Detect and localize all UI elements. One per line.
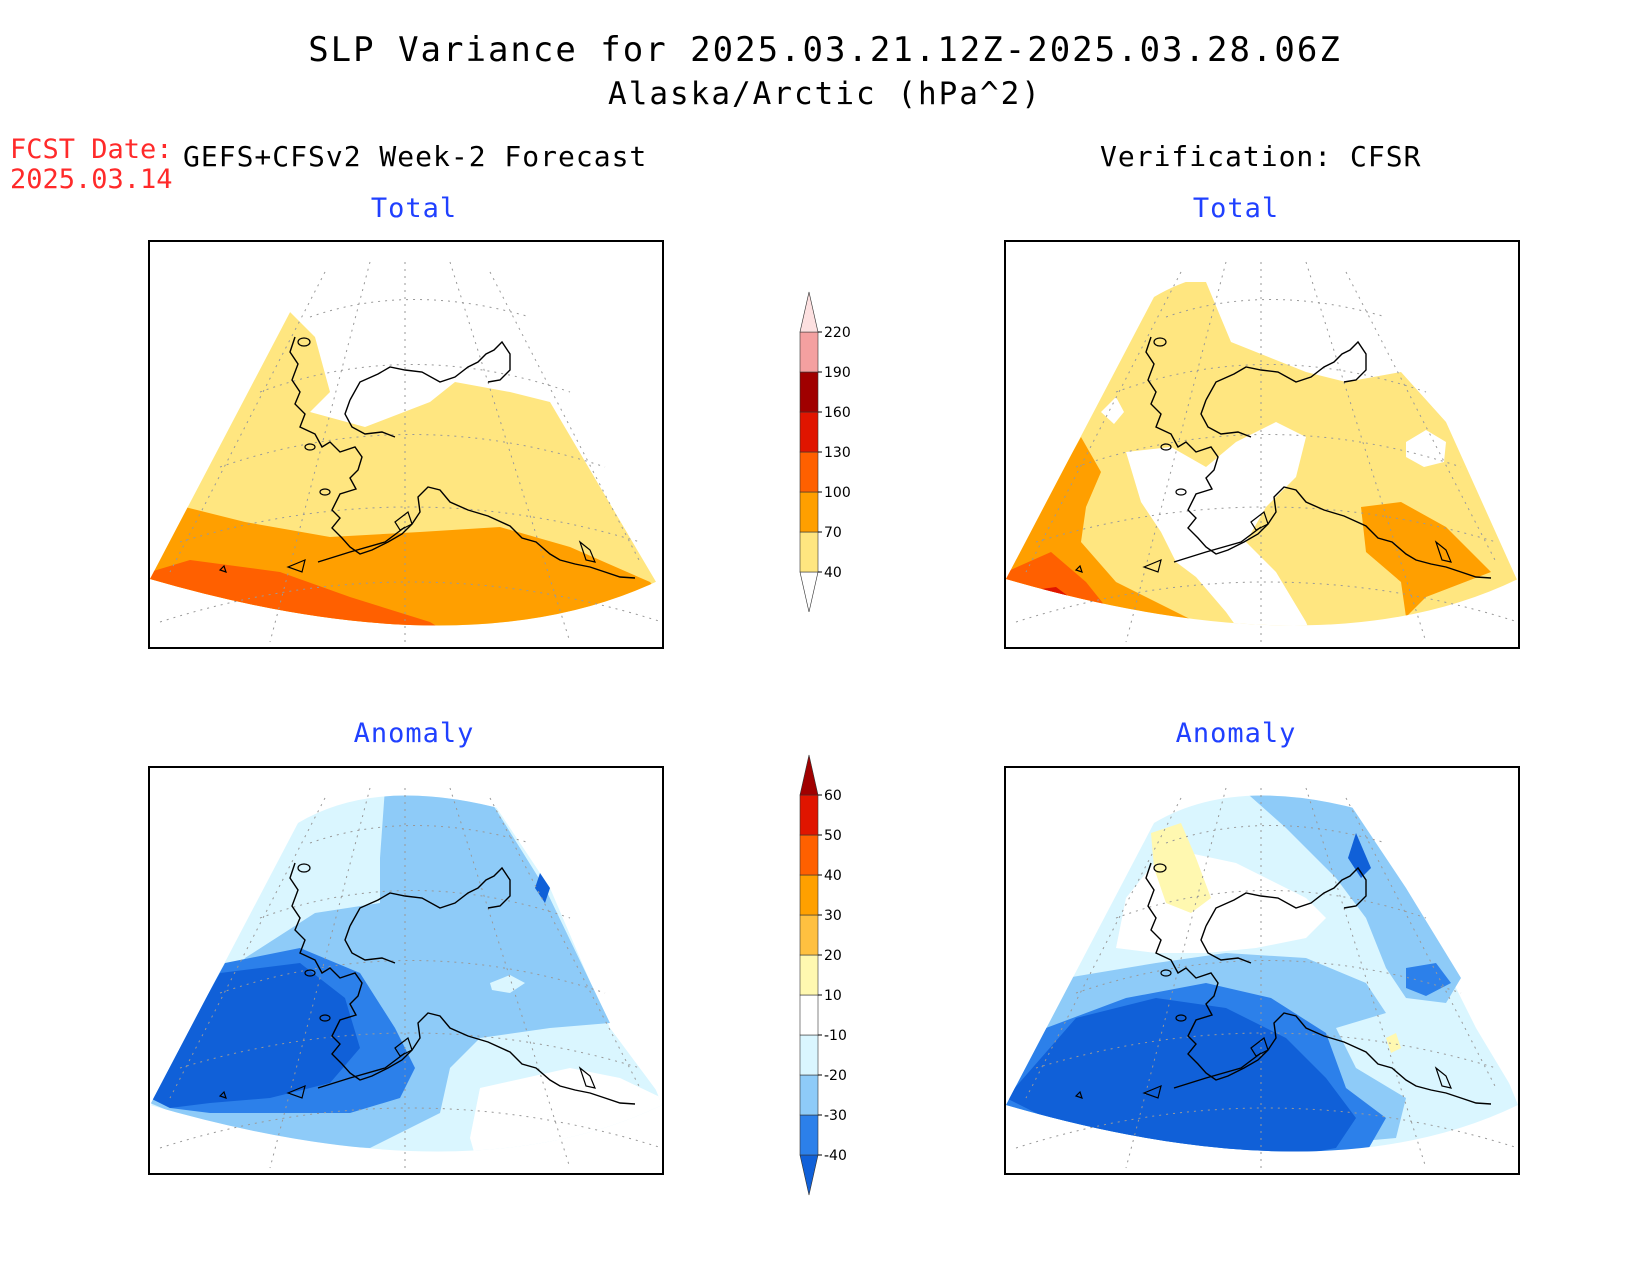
colorbar-label: 70 (824, 525, 842, 541)
colorbar-label: 130 (824, 445, 851, 461)
colorbar-label: 30 (824, 908, 842, 924)
colorbar-swatch (799, 1034, 819, 1076)
forecast-total-title: Total (370, 193, 458, 224)
fill-white-hole-center (1126, 422, 1316, 626)
figure-subtitle: Alaska/Arctic (hPa^2) (608, 76, 1042, 112)
colorbar-swatch (799, 994, 819, 1036)
verification-total-title: Total (1192, 193, 1280, 224)
colorbar-label: 50 (824, 828, 842, 844)
fill-white-hole-nw (1101, 397, 1124, 424)
verification-anomaly-map (1004, 766, 1520, 1175)
colorbar-swatch (799, 954, 819, 996)
colorbar-swatch (799, 1114, 819, 1156)
colorbar-swatch (799, 411, 819, 453)
anomaly-colorbar-svg: -40 -30 -20 -10 10 20 30 40 50 60 (799, 754, 847, 1196)
colorbar-label: 40 (824, 868, 842, 884)
colorbar-swatch (799, 371, 819, 413)
colorbar-swatch (799, 571, 819, 613)
forecast-column-heading: GEFS+CFSv2 Week-2 Forecast (183, 140, 648, 173)
colorbar-swatch (799, 794, 819, 836)
fill-darkblue-spot-ne (1348, 833, 1371, 878)
colorbar-swatch (799, 531, 819, 573)
colorbar-swatch (799, 331, 819, 373)
colorbar-swatch (799, 451, 819, 493)
colorbar-label: 20 (824, 948, 842, 964)
fill-white-hole-east (1406, 430, 1446, 467)
colorbar-label: 10 (824, 988, 842, 1004)
colorbar-swatch (799, 291, 819, 333)
colorbar-label: -30 (824, 1108, 847, 1124)
verification-total-map-svg (1006, 261, 1518, 643)
forecast-anomaly-title: Anomaly (353, 718, 475, 749)
colorbar-label: -10 (824, 1028, 847, 1044)
figure-title: SLP Variance for 2025.03.21.12Z-2025.03.… (308, 30, 1342, 70)
colorbar-label: 160 (824, 405, 851, 421)
fill-palecyan-spot (490, 975, 525, 993)
colorbar-label: 40 (824, 565, 842, 581)
verification-anomaly-title: Anomaly (1175, 718, 1297, 749)
fcst-date-value: 2025.03.14 (10, 164, 173, 195)
anomaly-colorbar: -40 -30 -20 -10 10 20 30 40 50 60 (790, 750, 860, 1200)
fill-darkblue-region (1006, 998, 1356, 1152)
colorbar-swatch (799, 914, 819, 956)
colorbar-swatch (799, 491, 819, 533)
total-colorbar: 40 70 100 130 160 190 220 (790, 282, 860, 613)
fill-midblue-spot-east (1406, 963, 1451, 996)
forecast-total-map (148, 240, 664, 649)
verification-total-map (1004, 240, 1520, 649)
colorbar-label: -20 (824, 1068, 847, 1084)
colorbar-label: 60 (824, 788, 842, 804)
fill-paleyellow-region (1151, 823, 1211, 913)
fcst-date-heading: FCST Date: (10, 134, 173, 165)
colorbar-label: 190 (824, 365, 851, 381)
colorbar-label: 100 (824, 485, 851, 501)
total-colorbar-svg: 40 70 100 130 160 190 220 (799, 291, 851, 613)
forecast-anomaly-map-svg (150, 787, 662, 1169)
fill-darkblue-spot-ne (535, 873, 550, 903)
forecast-anomaly-map (148, 766, 664, 1175)
colorbar-swatch (799, 1154, 819, 1196)
verification-anomaly-map-svg (1006, 787, 1518, 1169)
colorbar-swatch (799, 874, 819, 916)
colorbar-swatch (799, 1074, 819, 1116)
fcst-date-label: FCST Date: 2025.03.14 (10, 135, 173, 195)
fill-lightblue-region-north (1241, 795, 1461, 1003)
fill-orange-region-east (1361, 502, 1491, 617)
colorbar-label: -40 (824, 1148, 847, 1164)
colorbar-swatch (799, 754, 819, 796)
forecast-total-map-svg (150, 261, 662, 643)
fill-darkblue-region (150, 963, 360, 1108)
verification-column-heading: Verification: CFSR (1100, 140, 1422, 173)
colorbar-swatch (799, 834, 819, 876)
colorbar-label: 220 (824, 325, 851, 341)
fill-paleyellow-spot (1386, 1033, 1401, 1053)
